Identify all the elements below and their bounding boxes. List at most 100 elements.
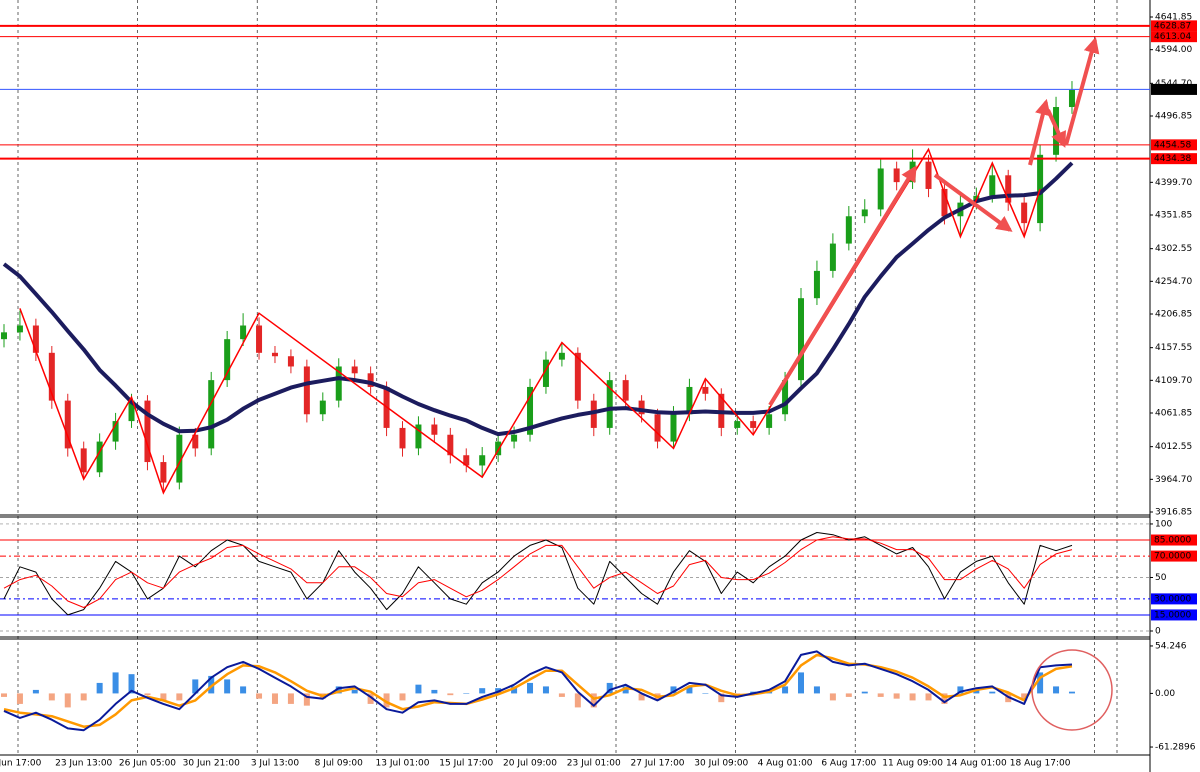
histogram-bar <box>335 686 342 694</box>
level-label: 4535.76 <box>1154 85 1191 95</box>
histogram-bar <box>782 686 789 694</box>
histogram-bar <box>415 684 422 694</box>
x-tick-label: Jun 17:00 <box>0 759 42 769</box>
y-tick-label: 4302.55 <box>1155 244 1192 254</box>
histogram-bar <box>64 693 71 708</box>
arrow <box>1028 98 1051 166</box>
x-tick-label: 8 Jul 09:00 <box>315 759 364 769</box>
x-tick-label: 6 Aug 17:00 <box>821 759 876 769</box>
candle-body <box>654 414 661 442</box>
candle-body <box>32 325 39 353</box>
histogram-bar <box>287 693 294 704</box>
x-tick-label: 30 Jul 09:00 <box>694 759 748 769</box>
arrow <box>1064 36 1100 146</box>
y-tick-label: 54.246 <box>1155 641 1187 651</box>
candle-body <box>638 400 645 415</box>
histogram-bar <box>861 691 868 694</box>
candle-body <box>495 441 502 456</box>
arrow <box>768 165 917 407</box>
histogram-bar <box>542 686 549 694</box>
histogram-bar <box>829 693 836 701</box>
histogram-bar <box>128 674 135 694</box>
histogram-bar <box>240 686 247 694</box>
histogram-bar <box>1 693 7 697</box>
histogram-bar <box>32 689 39 694</box>
histogram-bar <box>144 693 151 696</box>
oscillator-line <box>3 536 1073 608</box>
candle-body <box>96 441 103 473</box>
histogram-bar <box>16 693 23 704</box>
y-tick-label: 100 <box>1155 519 1172 529</box>
candle-body <box>861 209 868 217</box>
histogram-bar <box>447 693 454 696</box>
x-tick-label: 27 Jul 17:00 <box>631 759 685 769</box>
candle-body <box>734 421 741 428</box>
level-label: 4434.38 <box>1154 154 1191 164</box>
histogram-bar <box>606 682 613 694</box>
candle-body <box>558 352 565 360</box>
level-label-box <box>1151 550 1197 562</box>
x-tick-label: 11 Aug 09:00 <box>882 759 943 769</box>
candle-body <box>574 352 581 401</box>
y-tick-label: 4206.85 <box>1155 310 1192 320</box>
candle-body <box>176 434 183 483</box>
highlight-circle <box>1031 649 1113 731</box>
candle-body <box>606 380 613 428</box>
y-tick-label: 4254.70 <box>1155 277 1192 287</box>
candle-body <box>925 161 932 189</box>
candle-body <box>112 421 119 442</box>
histogram-bar <box>558 693 565 697</box>
level-label: 70.0000 <box>1154 552 1191 562</box>
candle-body <box>877 168 884 210</box>
candle-body <box>160 462 167 483</box>
level-label: 30.0000 <box>1154 594 1191 604</box>
x-tick-label: 23 Jul 01:00 <box>567 759 621 769</box>
candle-body <box>686 386 693 415</box>
x-tick-label: 30 Jun 21:00 <box>183 759 240 769</box>
candle-body <box>1005 175 1012 203</box>
candle-body <box>622 380 629 401</box>
candle-body <box>335 366 342 401</box>
candle-body <box>527 386 534 435</box>
candle-body <box>208 380 215 449</box>
candle-body <box>893 168 900 183</box>
candle-body <box>463 455 470 466</box>
histogram-bar <box>718 693 725 703</box>
histogram-bar <box>845 693 852 697</box>
histogram-bar <box>574 693 581 708</box>
candle-body <box>415 424 422 449</box>
histogram-bar <box>941 693 948 704</box>
candle-body <box>670 414 677 442</box>
level-label-box <box>1151 83 1197 95</box>
y-tick-label: 4157.55 <box>1155 343 1192 353</box>
annotations <box>768 36 1100 407</box>
histogram-bar <box>367 693 374 704</box>
level-label-box <box>1151 153 1197 165</box>
x-tick-label: 14 Aug 01:00 <box>946 759 1007 769</box>
moving-average <box>2 161 1074 437</box>
candle-body <box>1 332 7 340</box>
zigzag <box>19 147 1041 495</box>
candle-body <box>192 434 199 449</box>
level-label-box <box>1151 20 1197 32</box>
y-tick-label: 50 <box>1155 573 1167 583</box>
macd-line <box>3 653 1073 728</box>
histogram-bar <box>527 682 534 694</box>
histogram-bar <box>431 689 438 694</box>
y-tick-label: -61.2896 <box>1155 743 1196 753</box>
histogram-bar <box>813 686 820 694</box>
histogram-bar <box>590 693 597 708</box>
candle-body <box>845 216 852 244</box>
histogram-bar <box>303 693 310 706</box>
x-tick-label: 23 Jun 13:00 <box>55 759 112 769</box>
level-label: 4628.87 <box>1154 21 1191 31</box>
histogram-bar <box>463 693 470 694</box>
x-tick-label: 3 Jul 13:00 <box>251 759 300 769</box>
candle-body <box>989 175 996 196</box>
histogram-bar <box>351 689 358 694</box>
candle-body <box>447 434 454 456</box>
